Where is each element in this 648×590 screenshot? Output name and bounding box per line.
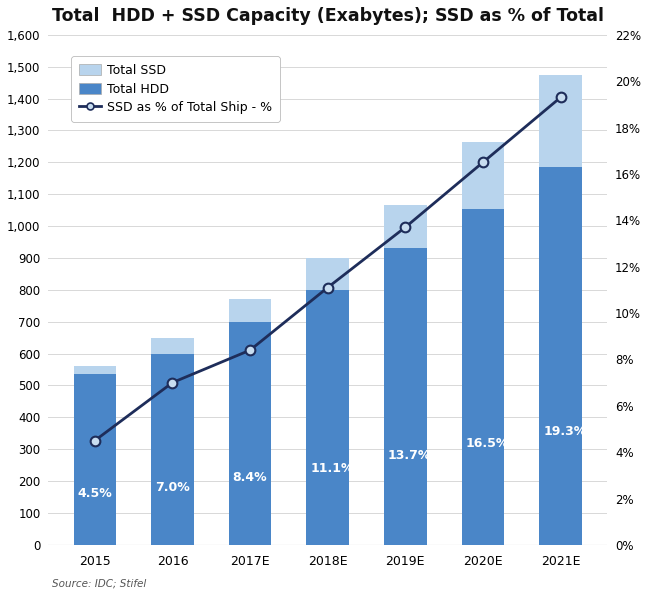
- Bar: [461, 209, 504, 545]
- Text: Source: IDC; Stifel: Source: IDC; Stifel: [52, 579, 146, 589]
- Bar: [229, 299, 272, 545]
- Text: 11.1%: 11.1%: [310, 462, 354, 475]
- Bar: [461, 142, 504, 545]
- Text: 13.7%: 13.7%: [388, 450, 431, 463]
- Bar: [307, 258, 349, 545]
- Bar: [73, 366, 116, 545]
- Legend: Total SSD, Total HDD, SSD as % of Total Ship - %: Total SSD, Total HDD, SSD as % of Total …: [71, 57, 280, 122]
- Bar: [384, 205, 426, 545]
- Bar: [307, 290, 349, 545]
- Text: 8.4%: 8.4%: [233, 471, 267, 484]
- Text: 7.0%: 7.0%: [155, 481, 190, 494]
- Text: 19.3%: 19.3%: [543, 425, 586, 438]
- Text: 4.5%: 4.5%: [77, 487, 112, 500]
- Title: Total  HDD + SSD Capacity (Exabytes); SSD as % of Total: Total HDD + SSD Capacity (Exabytes); SSD…: [52, 7, 604, 25]
- Bar: [384, 248, 426, 545]
- Bar: [539, 167, 582, 545]
- Bar: [151, 337, 194, 545]
- Bar: [73, 374, 116, 545]
- Bar: [539, 75, 582, 545]
- Text: 16.5%: 16.5%: [465, 438, 509, 451]
- Bar: [229, 322, 272, 545]
- Bar: [151, 353, 194, 545]
